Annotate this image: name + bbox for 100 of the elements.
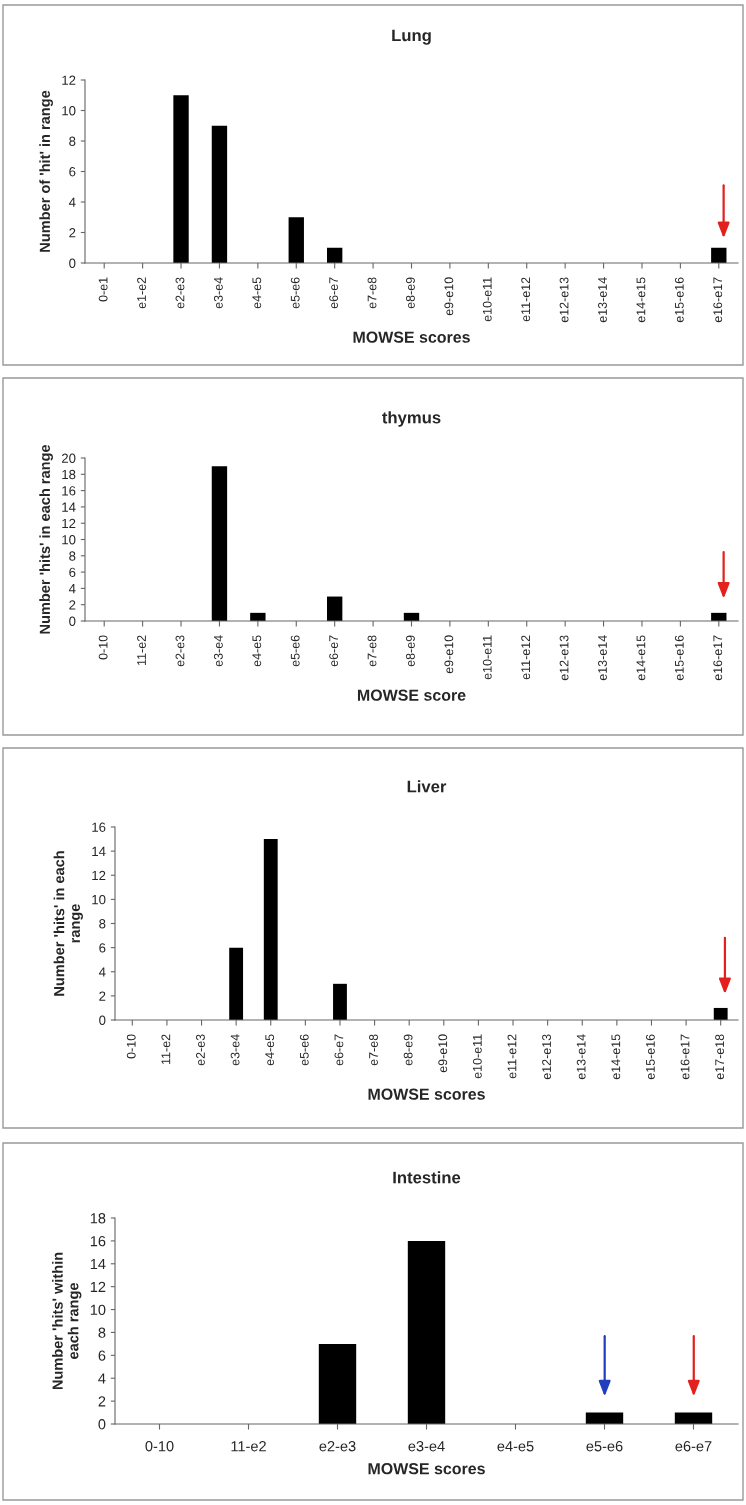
- x-axis-title: MOWSE scores: [368, 1463, 485, 1475]
- bar: [229, 947, 244, 1020]
- x-tick-label: e8-e9: [406, 277, 415, 309]
- bar: [326, 596, 343, 621]
- x-tick-label: e14-e15: [636, 277, 646, 323]
- x-tick-label: e9-e10: [444, 635, 454, 674]
- x-tick-label: e2-e3: [319, 1441, 356, 1452]
- x-tick-label: e17-e18: [715, 1034, 725, 1080]
- x-tick-label: e15-e16: [645, 1034, 655, 1080]
- y-tick-label: 8: [99, 919, 106, 929]
- x-axis-title: MOWSE scores: [368, 1088, 485, 1100]
- x-tick-label: e2-e3: [175, 635, 185, 667]
- y-tick-label: 6: [99, 943, 106, 953]
- y-tick-label: 10: [62, 535, 76, 545]
- chart-title: Intestine: [393, 1171, 461, 1184]
- x-tick-label: 0-10: [145, 1441, 174, 1452]
- x-tick-label: e4-e5: [265, 1034, 275, 1066]
- x-tick-label: e8-e9: [403, 1034, 413, 1066]
- x-tick-label: e16-e17: [713, 635, 723, 681]
- y-tick-label: 2: [99, 991, 106, 1001]
- y-tick-label: 8: [69, 136, 76, 146]
- x-tick-label: e12-e13: [559, 635, 569, 681]
- y-tick-label: 4: [68, 197, 76, 207]
- x-tick-label: e3-e4: [213, 635, 223, 667]
- x-tick-label: e13-e14: [598, 635, 607, 681]
- x-tick-label: e6-e7: [334, 1034, 344, 1066]
- y-tick-label: 2: [98, 1396, 106, 1407]
- x-tick-label: e16-e17: [680, 1034, 690, 1080]
- y-tick-label: 10: [90, 1304, 106, 1315]
- bar: [407, 1240, 446, 1424]
- y-tick-label: 12: [92, 870, 106, 881]
- y-tick-label: 2: [69, 228, 76, 238]
- bar: [263, 839, 278, 1020]
- x-tick-label: e7-e8: [369, 1034, 378, 1066]
- y-tick-label: 0: [99, 1015, 106, 1025]
- x-tick-label: e10-e11: [482, 635, 492, 680]
- x-tick-label: e1-e2: [137, 277, 146, 309]
- x-tick-label: e4-e5: [497, 1441, 534, 1452]
- y-tick-label: 4: [98, 967, 106, 977]
- y-axis-title: Number 'hits' within each range: [52, 1252, 82, 1390]
- y-tick-label: 16: [62, 486, 76, 496]
- y-tick-label: 10: [62, 106, 76, 116]
- x-tick-label: e13-e14: [598, 277, 607, 323]
- y-tick-label: 0: [98, 1419, 106, 1430]
- bar: [250, 612, 266, 621]
- x-tick-label: 11-e2: [231, 1441, 266, 1452]
- chart-title: Liver: [407, 780, 447, 793]
- x-tick-label: e12-e13: [542, 1034, 551, 1080]
- y-tick-label: 14: [92, 846, 106, 856]
- x-tick-label: e2-e3: [196, 1034, 205, 1066]
- x-tick-label: e12-e13: [559, 277, 569, 323]
- y-tick-label: 18: [90, 1213, 106, 1224]
- x-tick-label: e3-e4: [230, 1034, 240, 1066]
- chart-title: Lung: [392, 29, 431, 45]
- x-axis-title: MOWSE score: [357, 689, 466, 701]
- bar: [318, 1343, 357, 1424]
- x-tick-label: e9-e10: [444, 277, 454, 316]
- x-tick-label: e14-e15: [611, 1034, 621, 1080]
- chart-title: thymus: [382, 411, 441, 427]
- x-tick-label: 11-e2: [161, 1034, 171, 1064]
- x-tick-label: e5-e6: [299, 1034, 309, 1066]
- x-tick-label: 0-10: [126, 1034, 136, 1059]
- x-tick-label: e16-e17: [713, 277, 723, 323]
- bar: [173, 95, 189, 263]
- y-tick-label: 4: [98, 1373, 106, 1384]
- y-tick-label: 12: [62, 75, 76, 85]
- y-axis-title: Number of 'hit' in range: [39, 90, 53, 252]
- x-tick-label: e8-e9: [406, 635, 415, 667]
- y-axis-title: Number 'hits' in each range: [53, 851, 83, 996]
- x-tick-label: e14-e15: [636, 635, 646, 681]
- x-tick-label: e15-e16: [674, 635, 684, 681]
- y-tick-label: 12: [62, 518, 76, 528]
- y-tick-label: 6: [98, 1350, 106, 1361]
- x-tick-label: e4-e5: [252, 277, 262, 309]
- y-tick-label: 4: [68, 584, 76, 594]
- x-tick-label: e7-e8: [367, 635, 377, 667]
- x-tick-label: 0-10: [98, 635, 108, 660]
- x-tick-label: 11-e2: [137, 635, 146, 665]
- x-axis-title: MOWSE scores: [353, 331, 470, 343]
- x-tick-label: e3-e4: [213, 277, 223, 309]
- bar: [288, 217, 304, 263]
- y-tick-label: 8: [69, 551, 76, 561]
- x-tick-label: e4-e5: [252, 635, 262, 667]
- x-tick-label: e11-e12: [521, 635, 531, 680]
- x-tick-label: e13-e14: [576, 1034, 586, 1080]
- x-tick-label: e6-e7: [329, 635, 339, 667]
- bar: [326, 247, 343, 263]
- bar: [333, 983, 347, 1020]
- y-tick-label: 16: [90, 1235, 106, 1247]
- y-tick-label: 14: [90, 1259, 106, 1270]
- x-tick-label: e2-e3: [175, 277, 185, 309]
- x-tick-label: e9-e10: [438, 1034, 448, 1073]
- x-tick-label: 0-e1: [98, 277, 108, 302]
- x-tick-label: e5-e6: [586, 1441, 623, 1452]
- y-axis-title: Number 'hits' in each range: [39, 444, 53, 634]
- y-tick-label: 12: [90, 1281, 106, 1292]
- y-tick-label: 0: [69, 616, 76, 626]
- x-tick-label: e11-e12: [521, 277, 531, 322]
- y-tick-label: 10: [92, 894, 106, 905]
- y-tick-label: 16: [92, 822, 106, 832]
